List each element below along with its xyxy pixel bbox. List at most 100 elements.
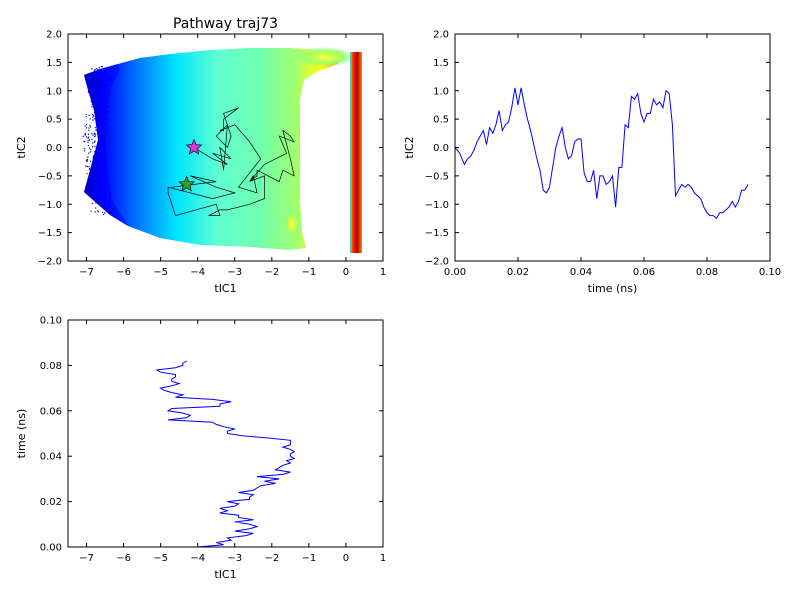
density-speckle [88, 86, 90, 88]
density-speckle [93, 133, 96, 135]
density-speckle [93, 69, 95, 71]
y-tick-label: 0.0 [46, 143, 62, 154]
density-speckle [96, 68, 98, 70]
density-speckle [92, 146, 94, 148]
density-speckle [93, 132, 95, 134]
density-speckle [94, 211, 96, 213]
density-speckle [92, 158, 94, 160]
density-speckle [91, 202, 93, 204]
density-speckle [109, 192, 112, 194]
x-tick-label: −3 [227, 553, 242, 564]
density-speckle [97, 73, 99, 75]
density-speckle [97, 75, 99, 77]
plot-frame [67, 319, 384, 548]
density-speckle [92, 114, 94, 116]
density-speckle [94, 155, 96, 157]
density-speckle [107, 68, 110, 70]
x-tick-label: −3 [227, 267, 242, 278]
density-speckle [101, 134, 103, 136]
density-speckle [89, 147, 91, 149]
density-speckle [87, 145, 89, 147]
density-speckle [85, 123, 88, 125]
density-speckle [104, 86, 106, 88]
y-axis-label: tIC2 [15, 136, 28, 158]
density-speckle [92, 142, 94, 144]
density-speckle [110, 213, 112, 215]
density-speckle [90, 78, 93, 80]
density-speckle [85, 113, 87, 116]
density-speckle [99, 100, 101, 102]
density-speckle [107, 180, 109, 182]
density-speckle [100, 80, 102, 82]
density-speckle [99, 169, 101, 171]
start-marker [185, 138, 203, 155]
density-speckle [101, 170, 104, 172]
density-speckle [104, 137, 106, 139]
density-speckle [98, 96, 100, 98]
density-speckle [109, 212, 112, 214]
density-speckle [101, 173, 103, 175]
density-speckle [93, 184, 95, 186]
density-speckle [103, 135, 105, 137]
y-tick-label: −2.0 [38, 257, 62, 268]
density-hotspot-top [295, 47, 355, 67]
x-tick-label: −7 [79, 267, 94, 278]
density-speckle [93, 79, 96, 81]
density-speckle [96, 201, 99, 203]
density-speckle [107, 102, 109, 104]
density-speckle [104, 123, 106, 125]
density-speckle [97, 211, 99, 213]
density-speckle [88, 181, 90, 183]
density-speckle [98, 108, 100, 110]
y-tick-label: −1.5 [38, 228, 62, 239]
y-tick-label: 0.10 [40, 316, 62, 327]
density-speckle [86, 173, 88, 175]
y-tick-label: 0.5 [433, 115, 449, 126]
density-speckle [94, 151, 96, 153]
density-speckle [94, 127, 96, 129]
density-speckle [89, 160, 92, 162]
x-tick-label: −2 [264, 267, 279, 278]
density-speckle [97, 79, 99, 81]
x-tick-label: 0.08 [696, 267, 718, 278]
density-speckle [104, 124, 106, 126]
density-speckle [93, 155, 95, 157]
density-speckle [87, 133, 90, 135]
density-speckle [101, 169, 103, 171]
y-tick-label: −0.5 [425, 171, 449, 182]
time-tic1-panel: −7 −6 −5 −4 −3 −2 −1 0 1 0.00 0.02 0.04 0.06 0.08 0.10… [15, 316, 386, 582]
y-tick-label: −2.0 [425, 257, 449, 268]
density-speckle [107, 106, 109, 108]
density-speckle [103, 146, 105, 148]
y-axis-label: time (ns) [15, 409, 28, 459]
x-tick-label: 0.04 [570, 267, 592, 278]
density-speckle [108, 212, 110, 214]
density-speckle [98, 67, 100, 69]
density-speckle [96, 153, 98, 155]
density-speckle [101, 201, 104, 204]
density-speckle [88, 129, 90, 131]
density-speckle [101, 66, 103, 68]
density-speckle [105, 89, 107, 91]
x-tick-label: −2 [264, 553, 279, 564]
density-speckle [98, 155, 100, 157]
density-speckle [110, 200, 112, 202]
density-speckle [112, 66, 114, 68]
density-speckle [104, 189, 106, 191]
density-speckle [93, 162, 95, 164]
density-speckle [95, 98, 97, 100]
density-speckle [105, 200, 107, 202]
density-speckle [84, 140, 86, 142]
density-speckle [103, 205, 105, 208]
density-speckle [95, 207, 97, 209]
density-speckle [107, 67, 109, 69]
density-speckle [97, 141, 99, 143]
density-speckle [93, 108, 95, 110]
y-tick-label: 0.04 [40, 452, 62, 463]
density-speckle [98, 131, 100, 133]
density-speckle [95, 187, 97, 189]
density-speckle [100, 120, 102, 122]
density-speckle [97, 102, 100, 105]
density-speckle [93, 141, 96, 143]
